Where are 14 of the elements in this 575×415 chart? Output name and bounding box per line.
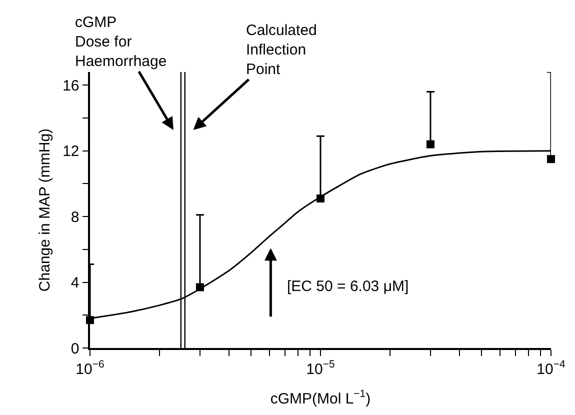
- y-tick-label: 4: [70, 274, 80, 292]
- y-tick-label: 12: [62, 143, 80, 160]
- text: cGMP Dose for Haemorrhage: [75, 14, 167, 70]
- x-axis-title: cGMP(Mol L$^{−1}$): [270, 388, 371, 408]
- annotation: [EC 50 = 6.03 μM]: [287, 278, 409, 295]
- point: [547, 155, 555, 164]
- x-tick-label: 10$^{−5}$: [306, 358, 335, 378]
- y-tick-label: 8: [70, 208, 80, 226]
- x-tick-label: 10$^{−4}$: [536, 358, 566, 378]
- y-tick-label: 16: [62, 77, 80, 94]
- annotation: Calculated Inflection Point: [246, 22, 317, 78]
- y-tick-label: 0: [70, 340, 80, 358]
- x-tick-label: 10$^{−6}$: [76, 358, 104, 378]
- y-axis-title: Change in MAP (mmHg): [36, 128, 54, 292]
